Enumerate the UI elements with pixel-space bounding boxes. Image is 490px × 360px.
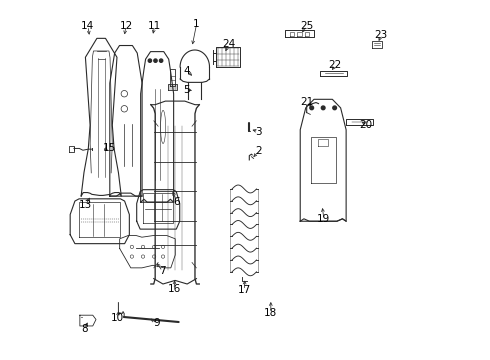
Circle shape: [321, 106, 325, 110]
Circle shape: [154, 59, 157, 62]
Text: 16: 16: [168, 284, 181, 294]
Circle shape: [333, 106, 337, 110]
Circle shape: [148, 59, 151, 62]
Circle shape: [310, 106, 314, 110]
Text: 18: 18: [264, 308, 277, 318]
Text: 22: 22: [329, 60, 342, 70]
Text: 15: 15: [103, 143, 116, 153]
Text: 20: 20: [360, 121, 373, 130]
Text: 23: 23: [375, 30, 388, 40]
Text: 14: 14: [81, 21, 95, 31]
Text: 2: 2: [255, 146, 262, 156]
Text: 11: 11: [148, 21, 161, 31]
Text: 13: 13: [79, 200, 92, 210]
Text: 8: 8: [81, 324, 88, 334]
Text: 1: 1: [193, 19, 200, 29]
Text: 19: 19: [317, 215, 331, 224]
Text: 4: 4: [184, 66, 190, 76]
Text: 5: 5: [184, 85, 190, 95]
Text: 9: 9: [154, 319, 160, 328]
Text: 24: 24: [222, 40, 236, 49]
Text: 25: 25: [300, 21, 313, 31]
Text: 17: 17: [238, 285, 251, 296]
Text: 3: 3: [255, 127, 262, 136]
Text: 6: 6: [173, 197, 180, 207]
Text: 7: 7: [159, 266, 166, 276]
Text: 21: 21: [300, 97, 313, 107]
Text: 10: 10: [111, 313, 124, 323]
Circle shape: [159, 59, 163, 62]
Text: 12: 12: [120, 21, 133, 31]
